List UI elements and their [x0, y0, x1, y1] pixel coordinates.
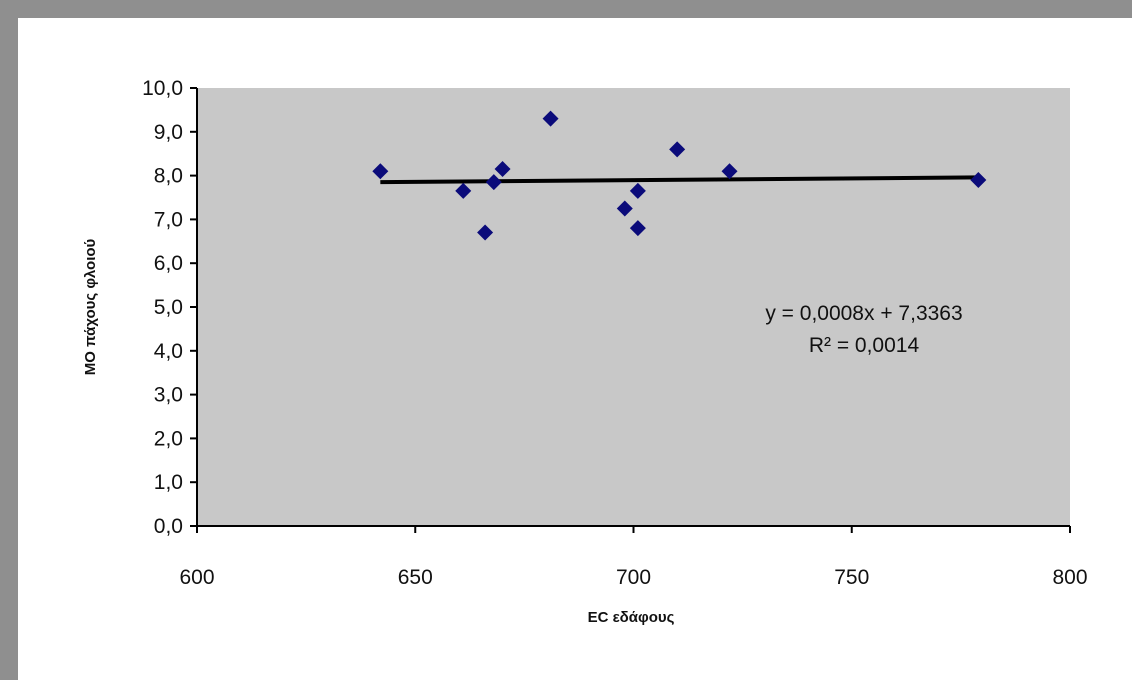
y-tick-label: 3,0 [154, 384, 183, 407]
data-point [494, 161, 511, 178]
y-tick-label: 8,0 [154, 165, 183, 188]
y-tick-label: 5,0 [154, 296, 183, 319]
y-tick-label: 9,0 [154, 121, 183, 144]
x-axis-title: EC εδάφους [588, 609, 675, 626]
data-point [721, 163, 738, 180]
data-point [629, 220, 646, 237]
data-point [629, 182, 646, 199]
y-tick-label: 6,0 [154, 252, 183, 275]
x-tick-label: 800 [1052, 566, 1087, 589]
y-axis-title: ΜΟ πάχους φλοιού [82, 238, 99, 375]
data-point [455, 182, 472, 199]
y-tick-label: 7,0 [154, 208, 183, 231]
y-tick-label: 4,0 [154, 340, 183, 363]
data-point [669, 141, 686, 158]
y-axis-ticks: 0,0 1,0 2,0 3,0 4,0 5,0 6,0 7,0 8,0 9,0 10,0 [142, 77, 197, 538]
data-point [477, 224, 494, 241]
data-point [616, 200, 633, 217]
plot-area [197, 88, 1070, 526]
x-tick-label: 700 [616, 566, 651, 589]
x-tick-label: 600 [179, 566, 214, 589]
data-point [372, 163, 389, 180]
y-tick-label: 1,0 [154, 471, 183, 494]
x-axis-ticks: 600 650 700 750 800 [179, 526, 1088, 589]
data-point [542, 110, 559, 127]
x-tick-label: 650 [398, 566, 433, 589]
r-squared-label: R² = 0,0014 [809, 334, 920, 357]
data-points [372, 110, 987, 241]
x-tick-label: 750 [834, 566, 869, 589]
data-point [485, 174, 502, 191]
trendline-equation: y = 0,0008x + 7,3363 [765, 302, 962, 325]
y-tick-label: 2,0 [154, 427, 183, 450]
trendline [380, 175, 979, 185]
data-point [970, 171, 987, 188]
y-tick-label: 0,0 [154, 515, 183, 538]
y-tick-label: 10,0 [142, 77, 183, 100]
